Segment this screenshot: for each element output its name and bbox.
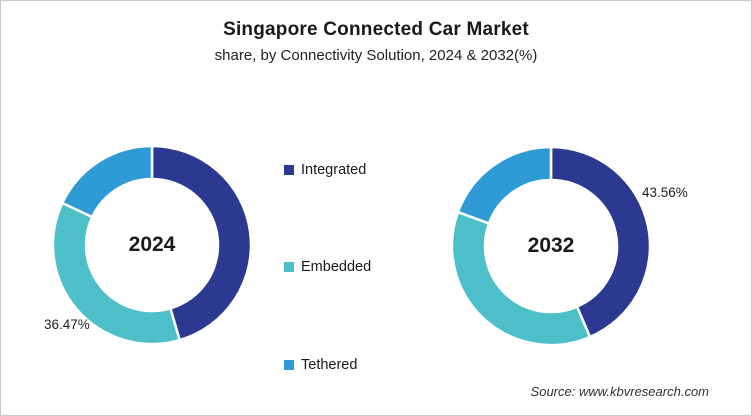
integrated-share-label-2032: 43.56% [642,185,688,200]
tethered-legend-swatch-icon [284,360,294,370]
integrated-legend-swatch-icon [284,165,294,175]
chart-title: Singapore Connected Car Market [223,19,529,40]
embedded-legend-swatch-icon [284,262,294,272]
donut-segment-embedded-2024 [51,201,182,346]
donut-chart-2032 [450,145,652,347]
legend-item-integrated: Integrated [284,162,366,178]
donut-chart-2024 [51,144,253,346]
legend-label-embedded: Embedded [301,259,372,275]
donut-segment-integrated-2024 [150,144,253,342]
legend-item-embedded: Embedded [284,259,371,275]
legend-item-tethered: Tethered [284,357,357,373]
donut-segment-integrated-2032 [549,145,652,339]
donut-segment-tethered-2024 [60,144,154,219]
donut-2024-center-year-label: 2024 [128,233,176,256]
source-attribution: Source: www.kbvresearch.com [530,384,709,399]
chart-subtitle: share, by Connectivity Solution, 2024 & … [214,47,538,64]
donut-2032-center-year-label: 2032 [527,234,575,257]
embedded-share-label-2024: 36.47% [44,317,90,332]
donut-segment-tethered-2032 [456,145,553,226]
chart-header: Singapore Connected Car Market share, by… [1,19,751,64]
legend-label-tethered: Tethered [301,357,358,373]
donut-segment-embedded-2032 [450,210,592,347]
legend-label-integrated: Integrated [301,162,367,178]
